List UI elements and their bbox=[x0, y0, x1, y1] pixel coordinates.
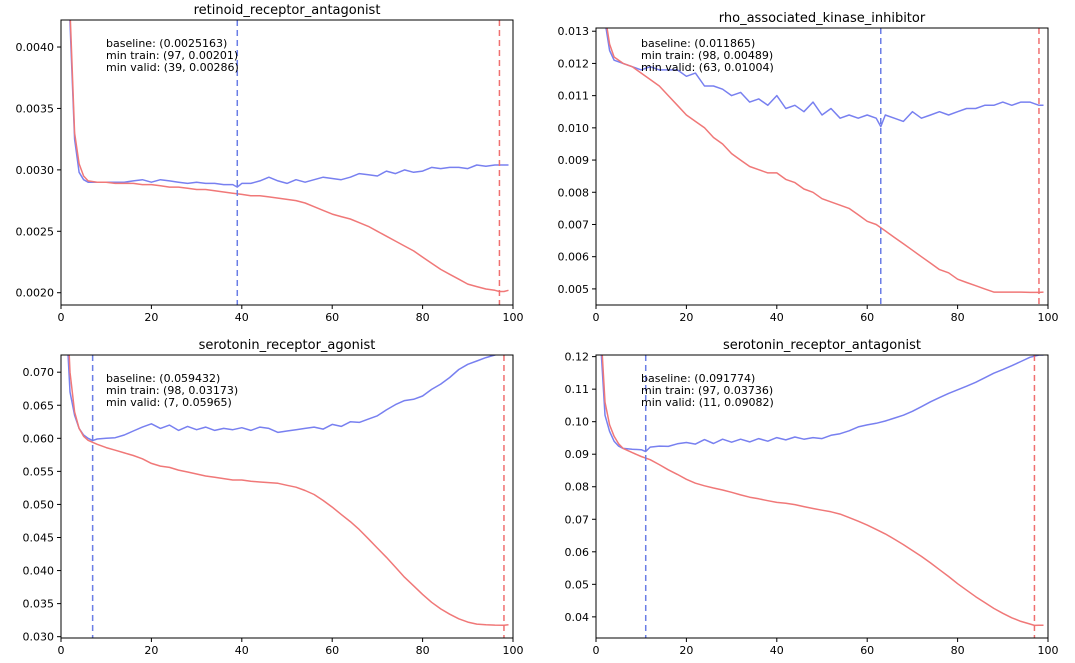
y-tick-label: 0.008 bbox=[558, 186, 590, 199]
valid-series-line bbox=[600, 355, 1044, 453]
x-tick-label: 0 bbox=[58, 311, 65, 324]
y-tick-label: 0.0025 bbox=[16, 225, 55, 238]
x-tick-label: 60 bbox=[860, 644, 874, 657]
annotation-text: min valid: (63, 0.01004) bbox=[641, 61, 774, 74]
annotation-text: min train: (97, 0.00201) bbox=[106, 49, 238, 62]
y-tick-label: 0.055 bbox=[23, 465, 55, 478]
annotation-text: min valid: (39, 0.00286) bbox=[106, 61, 239, 74]
train-series-line bbox=[69, 20, 509, 293]
subplot-title: serotonin_receptor_antagonist bbox=[723, 338, 921, 353]
annotation-text: baseline: (0.011865) bbox=[641, 37, 755, 50]
y-tick-label: 0.10 bbox=[565, 416, 590, 429]
y-tick-label: 0.010 bbox=[558, 122, 590, 135]
axes-frame bbox=[595, 27, 1049, 306]
x-tick-label: 0 bbox=[593, 311, 600, 324]
y-tick-label: 0.060 bbox=[23, 432, 55, 445]
x-tick-label: 20 bbox=[144, 644, 158, 657]
axes-frame bbox=[60, 19, 514, 306]
axes-frame bbox=[595, 354, 1049, 639]
plot-area bbox=[600, 355, 1044, 638]
y-tick-label: 0.0030 bbox=[16, 164, 55, 177]
y-tick-label: 0.11 bbox=[565, 383, 590, 396]
y-tick-label: 0.070 bbox=[23, 366, 55, 379]
x-tick-label: 80 bbox=[951, 311, 965, 324]
subplot-2: rho_associated_kinase_inhibitor 0 20 40 60 80… bbox=[558, 11, 1059, 324]
plot-area bbox=[605, 28, 1044, 305]
y-tick-label: 0.040 bbox=[23, 565, 55, 578]
y-tick-label: 0.005 bbox=[558, 283, 590, 296]
train-series-line bbox=[68, 355, 509, 626]
y-tick-label: 0.09 bbox=[565, 448, 590, 461]
x-tick-label: 40 bbox=[235, 644, 249, 657]
x-tick-label: 0 bbox=[593, 644, 600, 657]
x-tick-label: 100 bbox=[1038, 644, 1059, 657]
x-tick-label: 60 bbox=[325, 644, 339, 657]
x-tick-label: 40 bbox=[770, 311, 784, 324]
y-tick-label: 0.12 bbox=[565, 351, 590, 364]
y-tick-label: 0.04 bbox=[565, 611, 590, 624]
subplot-title: rho_associated_kinase_inhibitor bbox=[719, 11, 926, 26]
y-tick-label: 0.07 bbox=[565, 513, 590, 526]
annotation-text: min train: (98, 0.00489) bbox=[641, 49, 773, 62]
y-tick-label: 0.08 bbox=[565, 481, 590, 494]
subplot-title: serotonin_receptor_agonist bbox=[199, 338, 376, 353]
plot-area bbox=[67, 355, 509, 638]
y-tick-label: 0.009 bbox=[558, 154, 590, 167]
y-tick-label: 0.0040 bbox=[16, 41, 55, 54]
train-series-line bbox=[601, 355, 1044, 627]
y-tick-label: 0.0035 bbox=[16, 102, 55, 115]
y-tick-label: 0.035 bbox=[23, 598, 55, 611]
y-tick-label: 0.050 bbox=[23, 498, 55, 511]
x-tick-label: 40 bbox=[770, 644, 784, 657]
annotation-text: baseline: (0.059432) bbox=[106, 372, 220, 385]
x-tick-label: 100 bbox=[503, 644, 524, 657]
subplot-title: retinoid_receptor_antagonist bbox=[194, 3, 381, 18]
y-tick-label: 0.012 bbox=[558, 57, 590, 70]
y-tick-label: 0.065 bbox=[23, 399, 55, 412]
x-tick-label: 100 bbox=[1038, 311, 1059, 324]
subplot-1: retinoid_receptor_antagonist 0 20 40 60 80 100… bbox=[16, 3, 524, 324]
x-tick-label: 0 bbox=[58, 644, 65, 657]
x-tick-label: 80 bbox=[416, 644, 430, 657]
plot-area bbox=[69, 20, 509, 305]
annotation-text: min train: (98, 0.03173) bbox=[106, 384, 238, 397]
y-tick-label: 0.06 bbox=[565, 546, 590, 559]
y-tick-label: 0.006 bbox=[558, 251, 590, 264]
x-tick-label: 60 bbox=[325, 311, 339, 324]
annotation-text: min valid: (7, 0.05965) bbox=[106, 396, 232, 409]
valid-series-line bbox=[605, 28, 1044, 128]
train-series-line bbox=[606, 28, 1044, 294]
x-tick-label: 20 bbox=[144, 311, 158, 324]
axes-frame bbox=[60, 354, 514, 639]
y-tick-label: 0.045 bbox=[23, 531, 55, 544]
y-tick-label: 0.007 bbox=[558, 218, 590, 231]
valid-series-line bbox=[67, 355, 498, 442]
y-tick-label: 0.011 bbox=[558, 90, 590, 103]
valid-series-line bbox=[69, 20, 509, 188]
x-tick-label: 20 bbox=[679, 644, 693, 657]
annotation-text: baseline: (0.0025163) bbox=[106, 37, 227, 50]
x-tick-label: 80 bbox=[416, 311, 430, 324]
y-tick-label: 0.030 bbox=[23, 631, 55, 644]
annotation-text: baseline: (0.091774) bbox=[641, 372, 755, 385]
x-tick-label: 40 bbox=[235, 311, 249, 324]
subplot-4: serotonin_receptor_antagonist 0 20 40 60 80 10… bbox=[565, 338, 1059, 657]
annotation-text: min train: (97, 0.03736) bbox=[641, 384, 773, 397]
subplot-3: serotonin_receptor_agonist 0 20 40 60 80 100 0.… bbox=[23, 338, 524, 657]
x-tick-label: 80 bbox=[951, 644, 965, 657]
annotation-text: min valid: (11, 0.09082) bbox=[641, 396, 774, 409]
x-tick-label: 20 bbox=[679, 311, 693, 324]
x-tick-label: 100 bbox=[503, 311, 524, 324]
y-tick-label: 0.05 bbox=[565, 578, 590, 591]
y-tick-label: 0.0020 bbox=[16, 287, 55, 300]
x-tick-label: 60 bbox=[860, 311, 874, 324]
y-tick-label: 0.013 bbox=[558, 25, 590, 38]
